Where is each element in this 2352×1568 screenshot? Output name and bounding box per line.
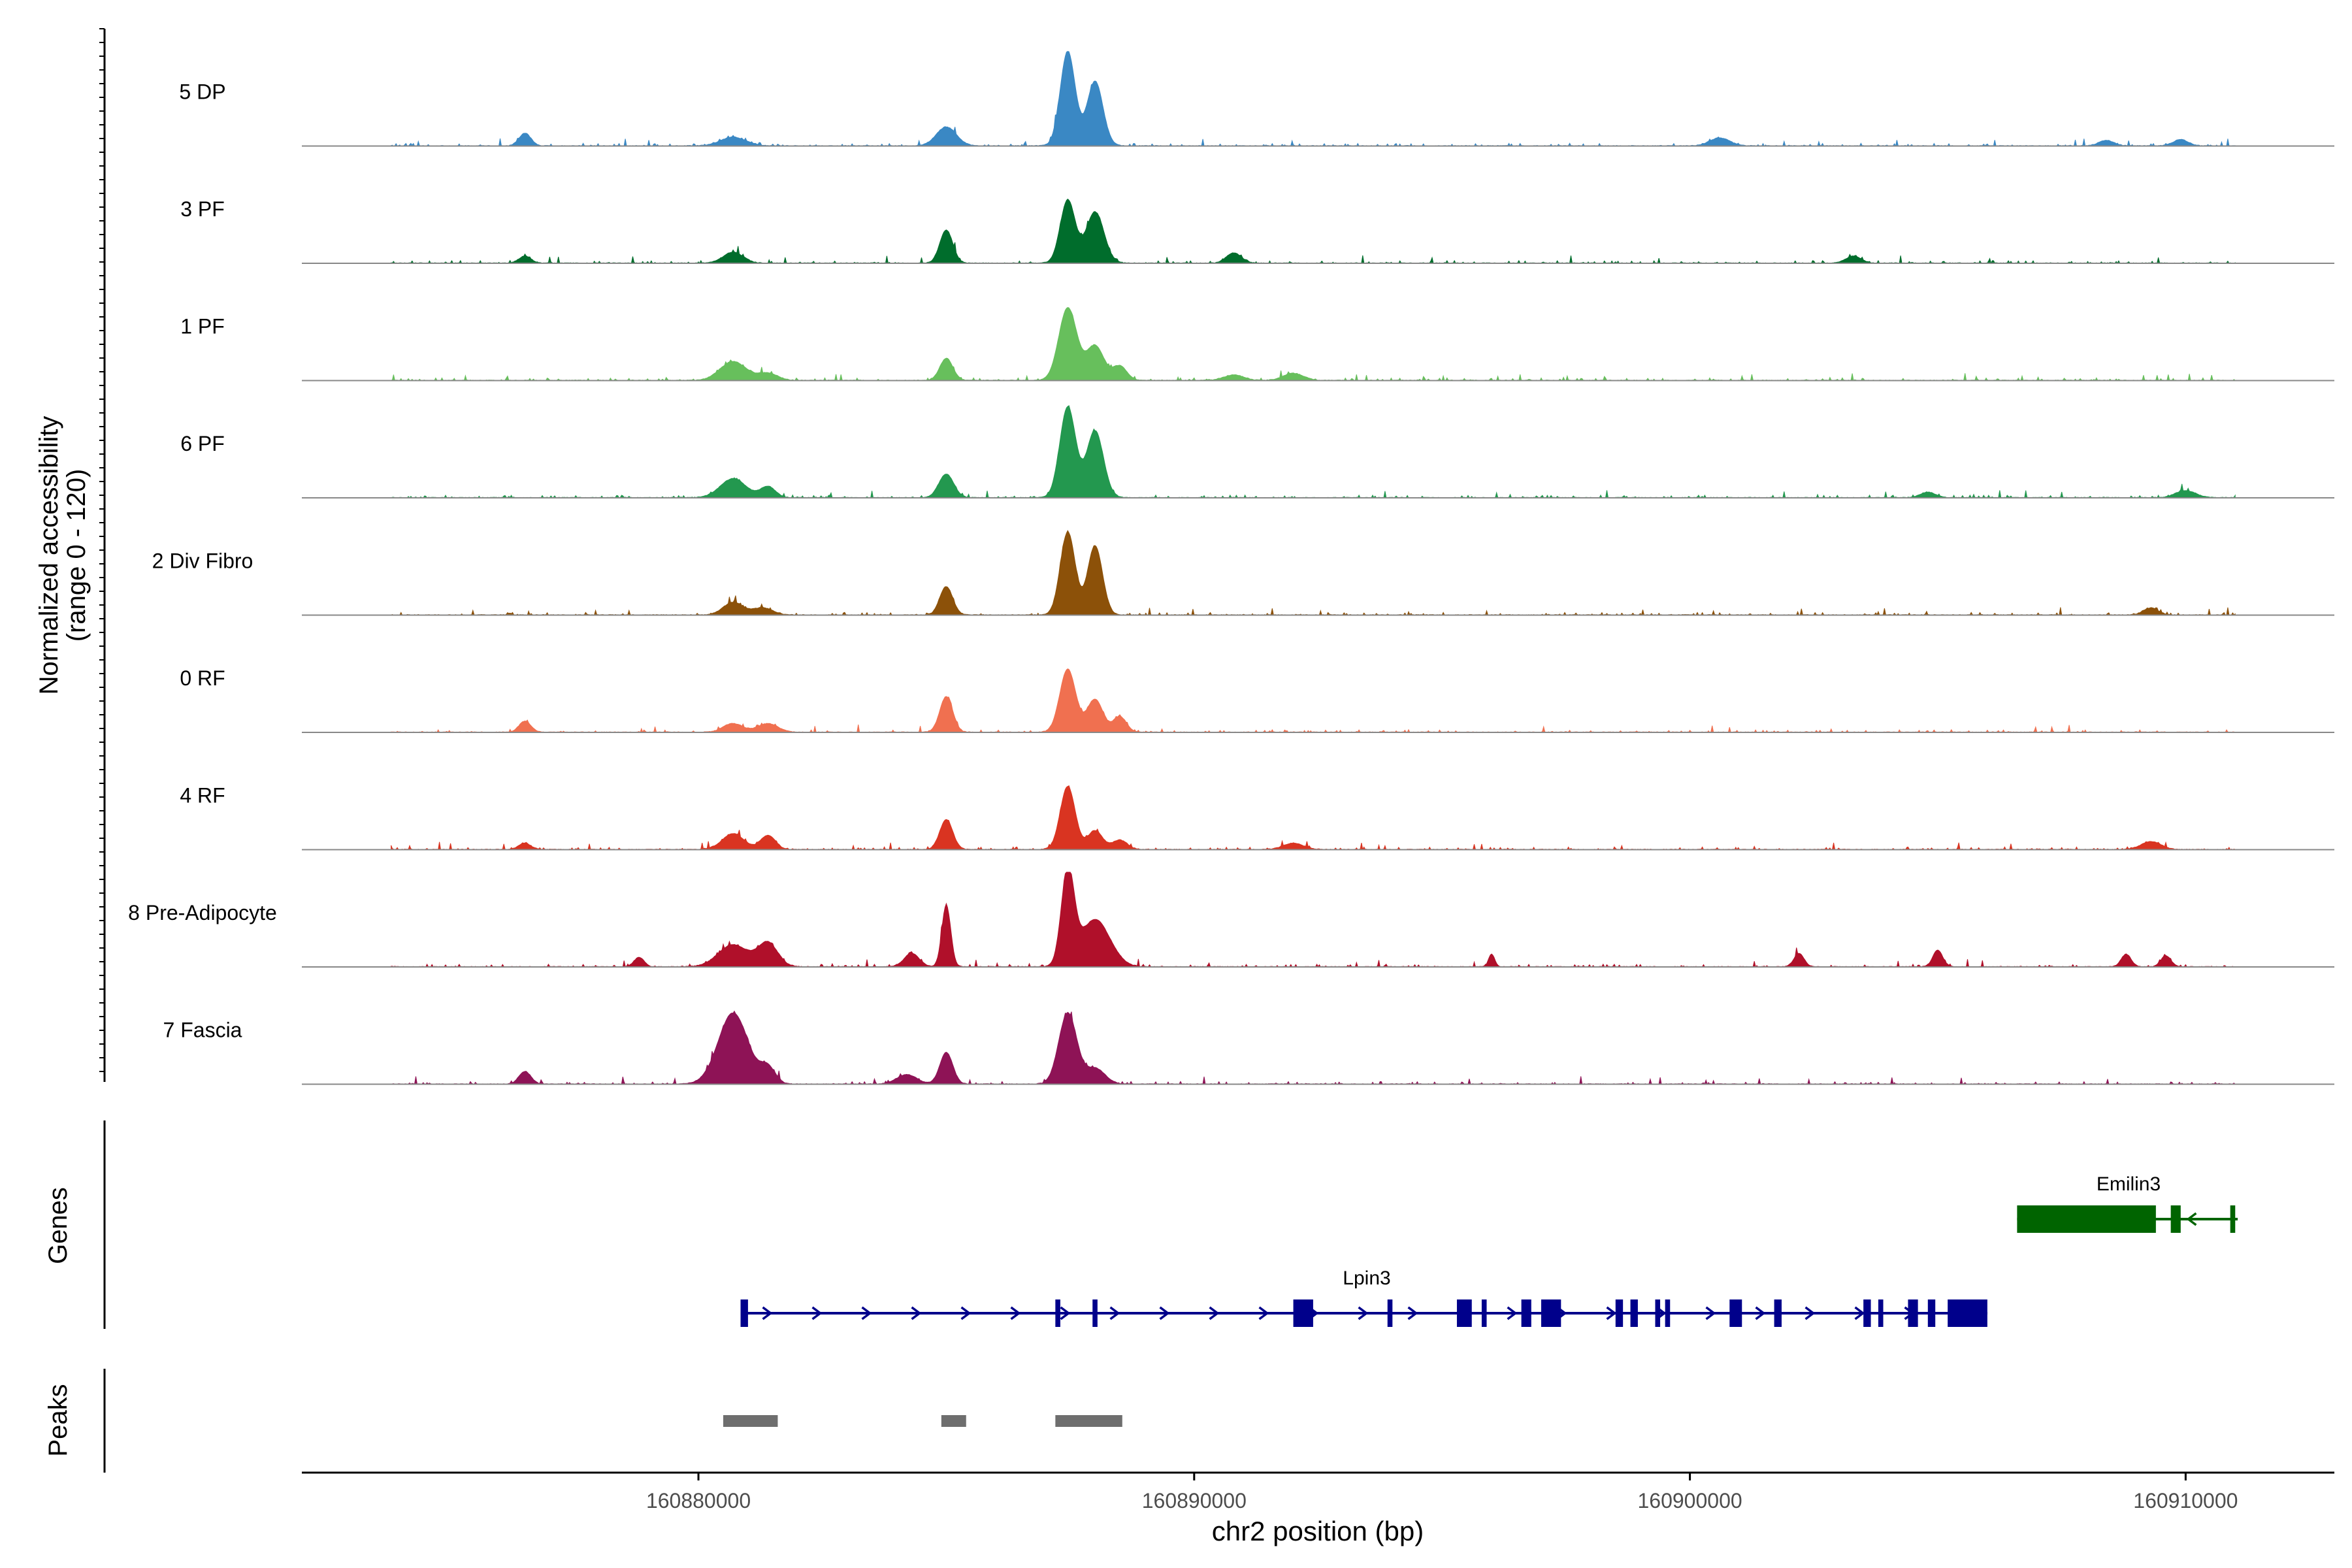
track-6-pf: 6 PF [180, 405, 2334, 498]
track-1-pf: 1 PF [180, 307, 2334, 382]
coverage-area [391, 668, 2236, 733]
strand-arrow-icon [1159, 1306, 1170, 1320]
track-0-rf: 0 RF [180, 666, 2334, 733]
strand-arrow-icon [861, 1306, 872, 1320]
strand-arrow-icon [1258, 1306, 1269, 1320]
strand-arrow-icon [811, 1306, 823, 1320]
gene-exon [1878, 1299, 1884, 1327]
x-axis-tick-label: 160900000 [1637, 1489, 1742, 1512]
x-axis-title: chr2 position (bp) [1212, 1516, 1424, 1546]
gene-exon [1665, 1299, 1671, 1327]
track-label: 4 RF [180, 784, 225, 808]
coverage-area [391, 1010, 2236, 1085]
track-5-dp: 5 DP [179, 50, 2334, 147]
track-label: 6 PF [180, 432, 225, 455]
strand-arrow-icon [2186, 1212, 2197, 1226]
gene-exon [1655, 1299, 1661, 1327]
y-axis-title-line-1: Normalized accessibility [35, 416, 63, 695]
track-8-pre-adipocyte: 8 Pre-Adipocyte [128, 872, 2334, 968]
track-label: 3 PF [180, 197, 225, 221]
gene-exon [1729, 1299, 1742, 1327]
peak-region [1055, 1415, 1122, 1427]
genes-track-label: Genes [44, 1187, 73, 1264]
strand-arrow-icon [960, 1306, 972, 1320]
peak-region [941, 1415, 966, 1427]
coverage-area [391, 199, 2236, 265]
coverage-area [391, 405, 2236, 498]
y-axis-title-line-2: (range 0 - 120) [62, 469, 91, 642]
track-label: 2 Div Fibro [152, 549, 253, 573]
coverage-area [391, 530, 2236, 616]
gene-exon [1541, 1299, 1561, 1327]
strand-arrow-icon [1755, 1306, 1766, 1320]
gene-exon [1908, 1299, 1918, 1327]
gene-exon [740, 1299, 748, 1327]
strand-arrow-icon [762, 1306, 773, 1320]
track-label: 7 Fascia [163, 1019, 242, 1042]
strand-arrow-icon [1209, 1306, 1220, 1320]
coverage-area [391, 307, 2236, 382]
gene-exon [1863, 1299, 1871, 1327]
gene-exon [1630, 1299, 1638, 1327]
gene-annotation-track: Lpin3 Emilin3 [740, 1173, 2238, 1327]
strand-arrow-icon [911, 1306, 922, 1320]
strand-arrow-icon [1358, 1306, 1369, 1320]
gene-label: Emilin3 [2097, 1173, 2161, 1195]
gene-exon [1387, 1299, 1393, 1327]
track-label: 8 Pre-Adipocyte [128, 901, 277, 924]
strand-arrow-icon [1407, 1306, 1418, 1320]
peak-region-track [723, 1415, 1122, 1427]
gene-exon [1927, 1299, 1936, 1327]
gene-exon [1615, 1299, 1624, 1327]
gene-exon [1774, 1299, 1782, 1327]
track-label: 1 PF [180, 315, 225, 338]
gene-exon [2230, 1205, 2236, 1233]
gene-exon [1092, 1299, 1098, 1327]
strand-arrow-icon [1705, 1306, 1716, 1320]
x-axis-tick-label: 160880000 [646, 1489, 751, 1512]
track-label: 0 RF [180, 666, 225, 690]
peak-region [723, 1415, 778, 1427]
gene-exon [1055, 1299, 1060, 1327]
x-axis-ticks: 160880000 160890000 160900000 160910000 [646, 1473, 2238, 1512]
gene-exon [2170, 1205, 2181, 1233]
track-4-rf: 4 RF [180, 784, 2334, 851]
strand-arrow-icon [1805, 1306, 1816, 1320]
gene-exon [1293, 1299, 1313, 1327]
gene-lpin3: Lpin3 [740, 1267, 1987, 1327]
gene-exon [1456, 1299, 1472, 1327]
strand-arrow-icon [1060, 1306, 1071, 1320]
coverage-area [391, 50, 2236, 147]
coverage-area [391, 785, 2236, 851]
x-axis-tick-label: 160890000 [1142, 1489, 1247, 1512]
track-2-div-fibro: 2 Div Fibro [152, 530, 2334, 616]
strand-arrow-icon [1854, 1306, 1865, 1320]
gene-label: Lpin3 [1343, 1267, 1390, 1289]
x-axis-tick-label: 160910000 [2133, 1489, 2238, 1512]
strand-arrow-icon [1606, 1306, 1617, 1320]
strand-arrow-icon [1507, 1306, 1518, 1320]
coverage-area [391, 872, 2236, 968]
strand-arrow-icon [1010, 1306, 1021, 1320]
gene-exon [2017, 1205, 2156, 1233]
peaks-track-label: Peaks [44, 1384, 73, 1456]
coverage-tracks: 5 DP 3 PF 1 PF 6 PF 2 Div Fibro 0 RF 4 RF 8 Pre… [128, 50, 2334, 1085]
gene-exon [1948, 1299, 1987, 1327]
y-axis-ticks [99, 28, 105, 1072]
strand-arrow-icon [1109, 1306, 1120, 1320]
gene-exon [1521, 1299, 1531, 1327]
gene-exon [1481, 1299, 1487, 1327]
y-axis-title: Normalized accessibility (range 0 - 120) [35, 416, 91, 695]
gene-emilin3: Emilin3 [2017, 1173, 2238, 1233]
track-label: 5 DP [179, 80, 225, 104]
track-3-pf: 3 PF [180, 197, 2334, 265]
track-7-fascia: 7 Fascia [163, 1010, 2334, 1085]
